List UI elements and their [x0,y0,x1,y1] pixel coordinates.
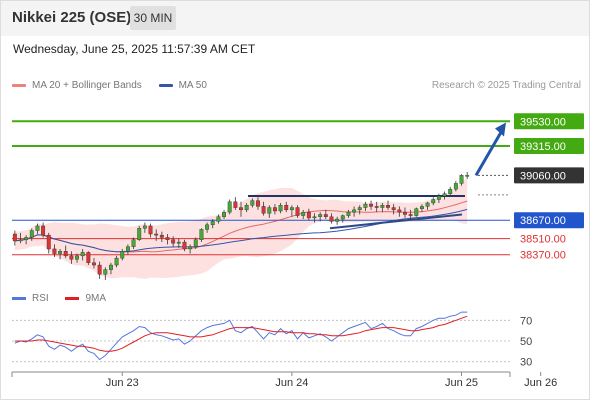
rsi-ma-swatch [65,296,80,300]
legend-rsi-ma: 9MA [65,293,106,304]
copyright-text: Research © 2025 Trading Central [431,80,581,91]
legend-rsi-label: RSI [32,293,49,304]
legend-ma20: MA 20 + Bollinger Bands [12,80,145,91]
instrument-title: Nikkei 225 (OSE) [12,9,132,26]
legend-ma50-label: MA 50 [178,80,207,91]
ma50-swatch [158,83,173,87]
legend-rsi-ma-label: 9MA [85,293,107,304]
legend-ma20-label: MA 20 + Bollinger Bands [32,80,142,91]
rsi-legend: RSI 9MA [12,293,120,304]
timeframe-selector[interactable]: 30 MIN [130,6,176,30]
price-legend: MA 20 + Bollinger Bands MA 50 [12,80,221,91]
rsi-swatch [12,296,26,300]
ma20-swatch [12,83,26,87]
legend-ma50: MA 50 [158,80,207,91]
timestamp: Wednesday, June 25, 2025 11:57:39 AM CET [13,42,256,56]
legend-rsi: RSI [12,293,51,304]
chart-header: Nikkei 225 (OSE) 30 MIN [0,0,590,36]
